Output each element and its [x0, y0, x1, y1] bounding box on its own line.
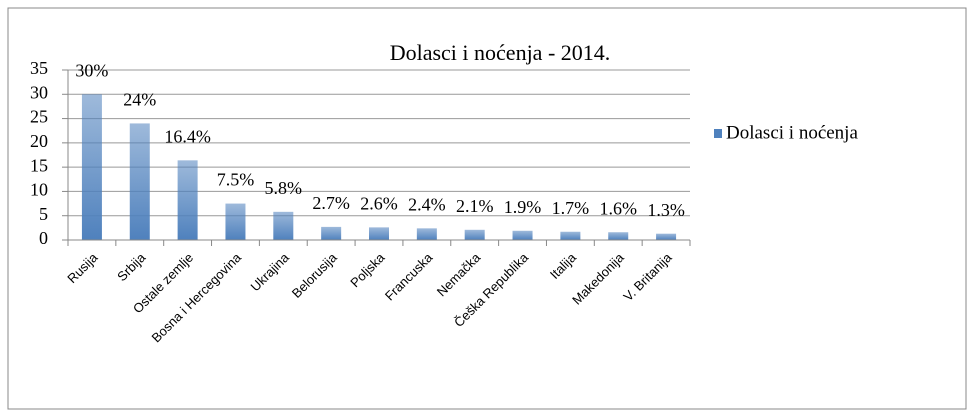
- y-tick-label: 30: [30, 82, 48, 102]
- data-label: 2.4%: [408, 194, 446, 214]
- y-tick-label: 0: [39, 228, 48, 248]
- data-label: 7.5%: [217, 170, 255, 190]
- y-tick-label: 10: [30, 180, 48, 200]
- data-label: 30%: [75, 60, 108, 80]
- chart-title: Dolasci i noćenja - 2014.: [390, 40, 611, 65]
- bar: [608, 232, 629, 240]
- bar: [512, 230, 533, 240]
- chart-frame: [7, 7, 967, 410]
- bar: [81, 94, 102, 241]
- bar: [560, 231, 581, 240]
- data-label: 1.3%: [647, 200, 685, 220]
- data-label: 24%: [123, 90, 156, 110]
- data-label: 5.8%: [265, 178, 303, 198]
- bar: [656, 233, 677, 240]
- bar: [369, 227, 389, 240]
- y-tick-label: 5: [39, 204, 48, 224]
- bar: [464, 229, 485, 240]
- y-tick-label: 15: [30, 155, 48, 175]
- data-label: 2.1%: [456, 196, 494, 216]
- bar: [177, 160, 198, 240]
- data-label: 1.6%: [599, 198, 637, 218]
- bar: [416, 228, 437, 240]
- data-label: 1.9%: [504, 197, 542, 217]
- data-label: 16.4%: [164, 126, 211, 146]
- legend-label: Dolasci i noćenja: [726, 122, 858, 143]
- y-tick-label: 35: [30, 58, 48, 78]
- data-label: 2.6%: [360, 193, 398, 213]
- bar: [225, 203, 246, 240]
- bar: [321, 226, 342, 240]
- data-label: 2.7%: [312, 193, 350, 213]
- bar: [273, 211, 294, 240]
- legend-swatch: [714, 129, 722, 138]
- bar: [129, 123, 150, 240]
- y-tick-label: 25: [30, 107, 48, 127]
- y-tick-label: 20: [30, 131, 48, 151]
- data-label: 1.7%: [552, 198, 590, 218]
